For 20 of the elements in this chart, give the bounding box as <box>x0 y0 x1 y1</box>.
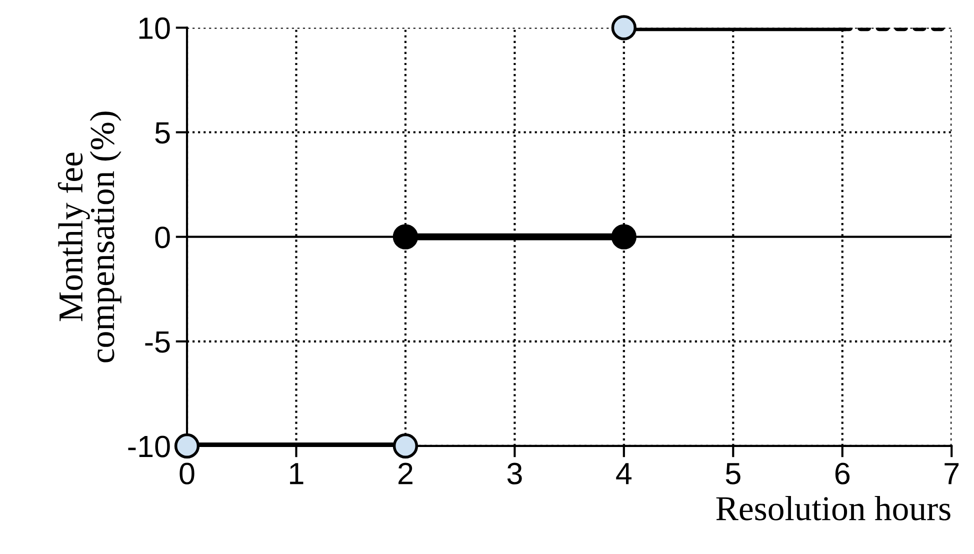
y-tick-label: 5 <box>155 122 170 144</box>
x-tick-label: 1 <box>290 463 304 484</box>
x-tick-label: 7 <box>944 463 959 484</box>
x-axis-title: Resolution hours <box>716 496 950 520</box>
x-tick-label: 4 <box>616 463 632 484</box>
x-tick-label: 0 <box>180 462 194 484</box>
y-tick-label: -10 <box>128 436 170 458</box>
point <box>174 433 200 459</box>
y-tick-label: 0 <box>155 226 170 248</box>
x-tick-label: 2 <box>398 462 412 484</box>
x-tick-label: 3 <box>507 462 522 484</box>
y-tick-label: 10 <box>139 17 170 40</box>
point <box>611 224 637 250</box>
point <box>392 433 418 459</box>
x-tick-label: 6 <box>835 462 850 484</box>
x-tick-label: 5 <box>726 463 740 484</box>
point <box>392 224 418 250</box>
y-tick-label: -5 <box>145 331 170 353</box>
y-axis-title: Monthly fee compensation (%) <box>58 112 122 362</box>
point <box>611 15 637 40</box>
